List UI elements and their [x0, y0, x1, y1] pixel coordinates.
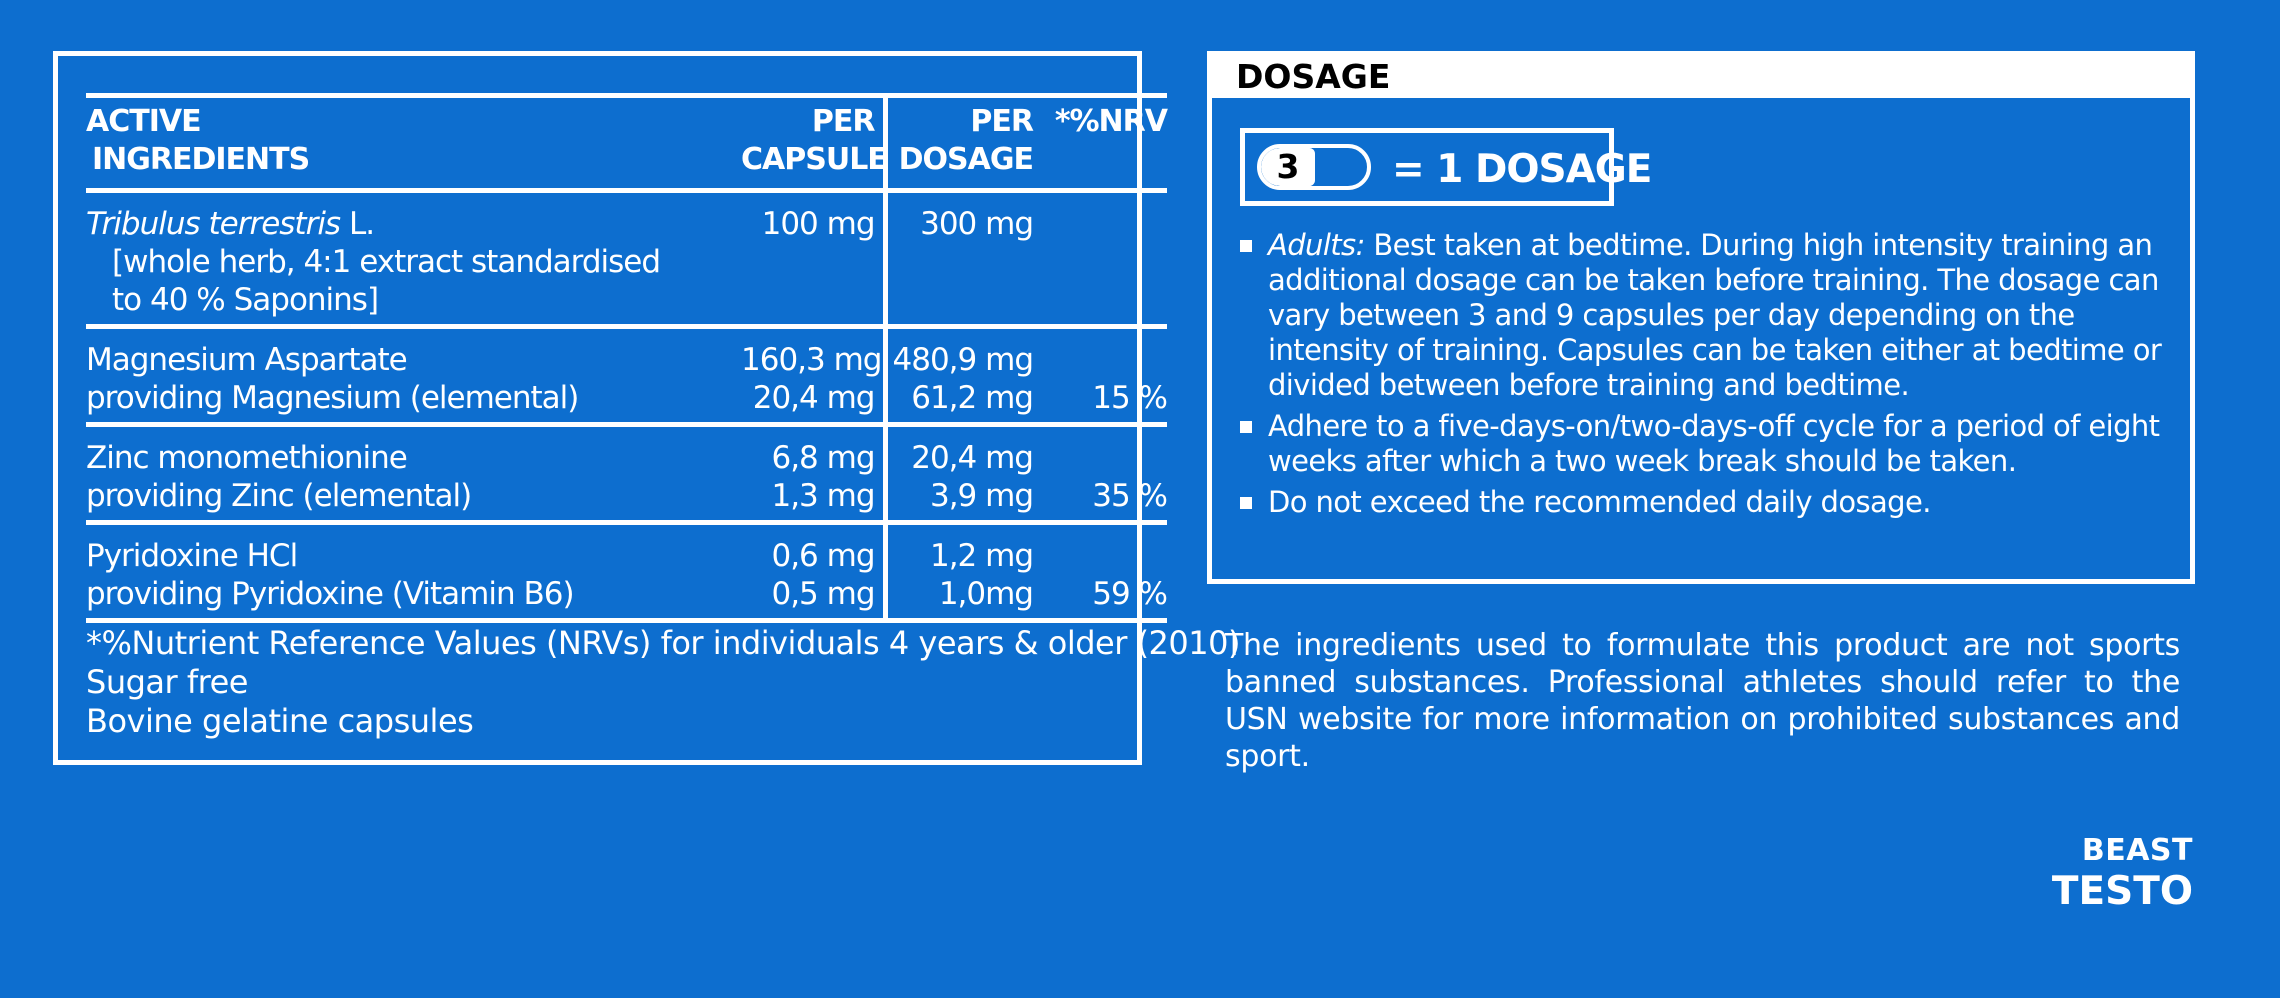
ingredient-name-suffix: L.: [340, 206, 375, 242]
nrv-cell: 59 %: [1037, 523, 1168, 621]
per-dosage-cell: 300 mg: [885, 191, 1037, 327]
capsule-note: Bovine gelatine capsules: [86, 702, 474, 740]
per-capsule-value: 0,5 mg: [771, 576, 875, 612]
header-name-line2: INGREDIENTS: [92, 142, 310, 177]
header-nrv: *%NRV: [1037, 96, 1168, 191]
per-capsule-value: 6,8 mg: [771, 440, 875, 476]
nrv-cell: 35 %: [1037, 425, 1168, 523]
table-row: Pyridoxine HCl providing Pyridoxine (Vit…: [86, 522, 1168, 621]
list-item: Do not exceed the recommended daily dosa…: [1240, 485, 2180, 520]
per-dosage-value: 3,9 mg: [929, 478, 1034, 514]
header-per-capsule-line2: CAPSULE: [741, 142, 888, 177]
header-active-ingredients: ACTIVE INGREDIENTS: [86, 96, 741, 191]
instruction-text: Do not exceed the recommended daily dosa…: [1268, 485, 1931, 519]
capsule-icon: 3: [1257, 144, 1371, 190]
table-row: Zinc monomethionine providing Zinc (elem…: [86, 424, 1168, 523]
per-capsule-cell: 160,3 mg 20,4 mg: [741, 326, 888, 425]
ingredient-extract-line2: to 40 % Saponins]: [112, 282, 379, 318]
header-nrv-label: *%NRV: [1054, 104, 1168, 139]
per-dosage-cell: 480,9 mg 61,2 mg: [885, 327, 1037, 425]
brand-line1: BEAST: [2081, 833, 2193, 868]
per-capsule-value: 100 mg: [761, 206, 876, 242]
per-capsule-value: 0,6 mg: [771, 538, 875, 574]
dosage-panel: DOSAGE 3 = 1 DOSAGE Adults: Best taken a…: [1207, 51, 2195, 584]
ingredients-panel: ACTIVE INGREDIENTS PER CAPSULE PER DOSAG…: [53, 51, 1240, 765]
ingredient-name-cell: Pyridoxine HCl providing Pyridoxine (Vit…: [86, 523, 741, 621]
nrv-value: 35 %: [1092, 478, 1168, 514]
table-header-row: ACTIVE INGREDIENTS PER CAPSULE PER DOSAG…: [86, 95, 1168, 191]
sugar-free-note: Sugar free: [86, 663, 248, 701]
ingredient-name-cell: Zinc monomethionine providing Zinc (elem…: [86, 425, 741, 523]
per-capsule-cell: 6,8 mg 1,3 mg: [741, 424, 888, 523]
list-item: Adults: Best taken at bedtime. During hi…: [1240, 228, 2180, 403]
bullet-icon: [1240, 421, 1252, 433]
ingredient-name: Zinc monomethionine: [86, 440, 408, 476]
nrv-footnote: *%Nutrient Reference Values (NRVs) for i…: [86, 624, 1240, 662]
header-name-line1: ACTIVE: [86, 104, 202, 139]
disclaimer-text: The ingredients used to formulate this p…: [1225, 628, 2180, 774]
ingredient-provides: providing Magnesium (elemental): [86, 380, 579, 416]
product-brand: BEAST TESTO: [2051, 833, 2193, 914]
per-dosage-cell: 1,2 mg 1,0mg: [885, 523, 1037, 621]
per-dosage-value: 20,4 mg: [911, 440, 1034, 476]
ingredient-provides: providing Pyridoxine (Vitamin B6): [86, 576, 575, 612]
nrv-value: 15 %: [1092, 380, 1168, 416]
per-dosage-cell: 20,4 mg 3,9 mg: [885, 425, 1037, 523]
bullet-icon: [1240, 497, 1252, 509]
header-per-dosage: PER DOSAGE: [885, 96, 1037, 191]
header-per-dosage-line2: DOSAGE: [898, 142, 1034, 177]
per-capsule-value: 20,4 mg: [752, 380, 876, 416]
nrv-cell: 15 %: [1037, 327, 1168, 425]
per-dosage-value: 61,2 mg: [911, 380, 1034, 416]
table-row: Magnesium Aspartate providing Magnesium …: [86, 326, 1168, 425]
dosage-equals-text: = 1 DOSAGE: [1392, 147, 1652, 192]
ingredient-name-cell: Magnesium Aspartate providing Magnesium …: [86, 327, 741, 425]
ingredient-name-cell: Tribulus terrestris L. [whole herb, 4:1 …: [86, 191, 741, 327]
header-per-capsule: PER CAPSULE: [741, 95, 888, 191]
ingredient-notes: *%Nutrient Reference Values (NRVs) for i…: [86, 624, 1240, 741]
per-capsule-value: 160,3 mg: [741, 342, 882, 378]
dosage-instructions: Adults: Best taken at bedtime. During hi…: [1240, 228, 2180, 526]
nrv-value: 59 %: [1092, 576, 1168, 612]
dosage-title: DOSAGE: [1212, 56, 2190, 98]
per-capsule-value: 1,3 mg: [771, 478, 875, 514]
ingredients-table: ACTIVE INGREDIENTS PER CAPSULE PER DOSAG…: [86, 93, 1168, 623]
per-dosage-value: 1,2 mg: [929, 538, 1034, 574]
ingredient-name: Pyridoxine HCl: [86, 538, 298, 574]
ingredient-extract-line1: [whole herb, 4:1 extract standardised: [112, 244, 661, 280]
list-item: Adhere to a five-days-on/two-days-off cy…: [1240, 409, 2180, 479]
header-per-capsule-line1: PER: [811, 104, 876, 139]
audience-label: Adults:: [1268, 228, 1365, 262]
per-dosage-value: 300 mg: [920, 206, 1034, 242]
dosage-badge: 3 = 1 DOSAGE: [1240, 128, 1652, 206]
capsule-count: 3: [1261, 148, 1315, 186]
instruction-text: Adhere to a five-days-on/two-days-off cy…: [1268, 409, 2160, 478]
header-per-dosage-line1: PER: [970, 104, 1034, 139]
per-capsule-cell: 100 mg: [741, 190, 888, 327]
ingredient-latin-name: Tribulus terrestris: [86, 206, 341, 242]
per-capsule-cell: 0,6 mg 0,5 mg: [741, 522, 888, 621]
instruction-text: Best taken at bedtime. During high inten…: [1268, 228, 2162, 402]
brand-line2: TESTO: [2051, 869, 2193, 914]
per-dosage-value: 1,0mg: [938, 576, 1034, 612]
ingredient-name: Tribulus terrestris L.: [86, 205, 741, 243]
per-dosage-value: 480,9 mg: [892, 342, 1034, 378]
nrv-cell: [1037, 191, 1167, 327]
ingredient-name: Magnesium Aspartate: [86, 342, 408, 378]
table-row: Tribulus terrestris L. [whole herb, 4:1 …: [86, 190, 1167, 327]
bullet-icon: [1240, 240, 1252, 252]
ingredient-provides: providing Zinc (elemental): [86, 478, 472, 514]
